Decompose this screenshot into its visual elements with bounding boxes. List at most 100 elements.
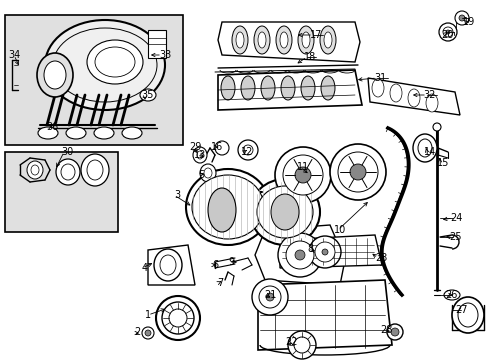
Ellipse shape xyxy=(241,76,254,100)
Text: 27: 27 xyxy=(454,305,467,315)
Ellipse shape xyxy=(207,188,236,232)
Ellipse shape xyxy=(122,127,142,139)
Ellipse shape xyxy=(443,290,459,300)
Ellipse shape xyxy=(203,168,212,178)
Ellipse shape xyxy=(274,147,330,203)
Bar xyxy=(5,152,118,232)
Ellipse shape xyxy=(192,175,264,239)
Ellipse shape xyxy=(95,47,135,77)
Ellipse shape xyxy=(169,309,186,327)
Ellipse shape xyxy=(386,324,402,340)
Ellipse shape xyxy=(87,160,103,180)
Text: 14: 14 xyxy=(423,147,435,157)
Ellipse shape xyxy=(27,161,43,179)
Text: 9: 9 xyxy=(227,257,234,267)
Ellipse shape xyxy=(45,20,164,110)
Ellipse shape xyxy=(37,53,73,97)
Text: 35: 35 xyxy=(142,90,154,100)
Ellipse shape xyxy=(425,94,437,112)
Polygon shape xyxy=(148,245,195,285)
Text: 1: 1 xyxy=(144,310,151,320)
Ellipse shape xyxy=(278,233,321,277)
Ellipse shape xyxy=(457,303,477,327)
Text: 21: 21 xyxy=(263,290,276,300)
Text: 12: 12 xyxy=(240,147,253,157)
Polygon shape xyxy=(258,280,391,350)
Ellipse shape xyxy=(265,293,273,301)
Text: 8: 8 xyxy=(306,244,312,254)
Ellipse shape xyxy=(275,26,291,54)
Ellipse shape xyxy=(442,27,452,37)
Ellipse shape xyxy=(87,40,142,84)
Text: 30: 30 xyxy=(61,147,73,157)
Ellipse shape xyxy=(458,15,464,21)
Text: 36: 36 xyxy=(46,122,58,132)
Ellipse shape xyxy=(259,286,281,308)
Ellipse shape xyxy=(94,127,114,139)
Text: 7: 7 xyxy=(217,278,223,288)
Ellipse shape xyxy=(301,76,314,100)
Ellipse shape xyxy=(66,127,86,139)
Text: 17: 17 xyxy=(309,30,322,40)
Ellipse shape xyxy=(294,250,305,260)
Ellipse shape xyxy=(243,145,252,155)
Ellipse shape xyxy=(417,139,431,157)
Ellipse shape xyxy=(294,167,310,183)
Bar xyxy=(148,30,165,58)
Text: 20: 20 xyxy=(440,30,452,40)
Ellipse shape xyxy=(445,30,449,34)
Ellipse shape xyxy=(283,155,323,195)
Text: 32: 32 xyxy=(423,90,435,100)
Ellipse shape xyxy=(285,241,313,269)
Ellipse shape xyxy=(56,159,80,185)
Ellipse shape xyxy=(140,89,156,101)
Ellipse shape xyxy=(314,242,334,262)
Text: 13: 13 xyxy=(193,150,206,160)
Polygon shape xyxy=(218,22,359,62)
Text: 29: 29 xyxy=(188,142,201,152)
Bar xyxy=(5,15,183,145)
Ellipse shape xyxy=(280,32,287,48)
Text: 15: 15 xyxy=(436,158,448,168)
Ellipse shape xyxy=(61,164,75,180)
Ellipse shape xyxy=(53,28,157,102)
Text: 24: 24 xyxy=(449,213,461,223)
Ellipse shape xyxy=(142,327,154,339)
Ellipse shape xyxy=(261,76,274,100)
Ellipse shape xyxy=(160,255,176,275)
Ellipse shape xyxy=(324,32,331,48)
Text: 33: 33 xyxy=(159,50,171,60)
Polygon shape xyxy=(254,225,345,285)
Ellipse shape xyxy=(329,144,385,200)
Ellipse shape xyxy=(281,76,294,100)
Ellipse shape xyxy=(451,297,483,333)
Polygon shape xyxy=(367,78,459,115)
Text: 11: 11 xyxy=(296,162,308,172)
Ellipse shape xyxy=(454,11,468,25)
Ellipse shape xyxy=(154,249,182,281)
Ellipse shape xyxy=(270,194,298,230)
Ellipse shape xyxy=(438,23,456,41)
Text: 19: 19 xyxy=(462,17,474,27)
Text: 4: 4 xyxy=(142,263,148,273)
Ellipse shape xyxy=(253,26,269,54)
Ellipse shape xyxy=(390,328,398,336)
Text: 31: 31 xyxy=(373,73,386,83)
Text: 3: 3 xyxy=(174,190,180,200)
Ellipse shape xyxy=(238,140,258,160)
Ellipse shape xyxy=(371,79,383,97)
Ellipse shape xyxy=(308,236,340,268)
Ellipse shape xyxy=(193,147,206,163)
Text: 6: 6 xyxy=(211,260,218,270)
Ellipse shape xyxy=(231,26,247,54)
Text: 25: 25 xyxy=(449,232,461,242)
Ellipse shape xyxy=(236,32,244,48)
Text: 26: 26 xyxy=(444,290,456,300)
Ellipse shape xyxy=(200,164,216,182)
Ellipse shape xyxy=(185,169,269,245)
Ellipse shape xyxy=(302,32,309,48)
Ellipse shape xyxy=(412,134,436,162)
Ellipse shape xyxy=(215,141,228,155)
Text: 5: 5 xyxy=(198,170,203,180)
Text: 2: 2 xyxy=(134,327,140,337)
